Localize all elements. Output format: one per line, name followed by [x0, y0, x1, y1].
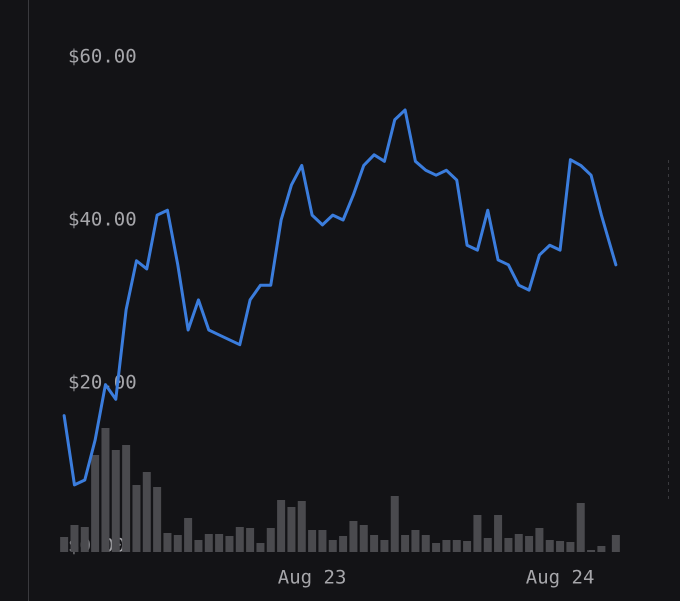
- volume-bar: [535, 528, 544, 552]
- volume-bar: [142, 472, 151, 552]
- volume-bar: [442, 540, 451, 552]
- y-tick-label: $40.00: [68, 209, 137, 231]
- volume-bar: [525, 536, 534, 552]
- volume-bar: [390, 496, 399, 552]
- x-tick-label: Aug 24: [526, 567, 595, 589]
- volume-bar: [349, 521, 358, 552]
- volume-bar: [277, 500, 286, 552]
- volume-bar: [370, 535, 379, 552]
- volume-bar: [235, 527, 244, 552]
- volume-bar: [473, 515, 482, 552]
- volume-bar: [60, 537, 69, 552]
- volume-bar: [256, 543, 265, 552]
- volume-bar: [483, 538, 492, 552]
- volume-bar: [204, 534, 213, 552]
- volume-bar: [101, 428, 110, 552]
- volume-bar: [545, 540, 554, 552]
- x-tick-label: Aug 23: [278, 567, 347, 589]
- volume-bar: [463, 541, 472, 552]
- volume-bar: [504, 538, 513, 552]
- volume-bar: [328, 540, 337, 552]
- volume-bar: [576, 503, 585, 552]
- volume-bar: [184, 518, 193, 552]
- volume-bar: [91, 455, 100, 552]
- volume-bar: [132, 485, 141, 552]
- volume-bar: [70, 525, 79, 552]
- volume-bar: [225, 536, 234, 552]
- volume-bar: [421, 535, 430, 552]
- volume-bar: [452, 540, 461, 552]
- volume-bar: [359, 525, 368, 552]
- price-line: [62, 108, 618, 487]
- y-tick-label: $20.00: [68, 372, 137, 394]
- volume-bar: [380, 540, 389, 552]
- volume-bar: [401, 535, 410, 552]
- volume-bar: [194, 540, 203, 552]
- volume-bar: [173, 535, 182, 552]
- volume-bar: [339, 536, 348, 552]
- volume-bar: [266, 528, 275, 552]
- volume-bar: [215, 534, 224, 552]
- y-tick-label: $60.00: [68, 46, 137, 68]
- volume-bar: [494, 515, 503, 552]
- volume-bar: [122, 445, 131, 552]
- volume-bar: [308, 530, 317, 552]
- volume-bar: [111, 450, 120, 552]
- volume-bar: [287, 507, 296, 552]
- volume-bar: [566, 542, 575, 552]
- volume-bar: [587, 550, 596, 552]
- volume-bar: [297, 501, 306, 552]
- volume-bar: [80, 527, 89, 552]
- volume-bar: [318, 530, 327, 552]
- volume-bar: [163, 533, 172, 552]
- volume-bar: [514, 534, 523, 552]
- volume-bar: [246, 528, 255, 552]
- volume-bar: [432, 543, 441, 552]
- volume-bar: [556, 541, 565, 552]
- volume-bar: [411, 530, 420, 552]
- volume-bar: [611, 535, 620, 552]
- volume-bar: [597, 546, 606, 552]
- volume-bar: [153, 487, 162, 552]
